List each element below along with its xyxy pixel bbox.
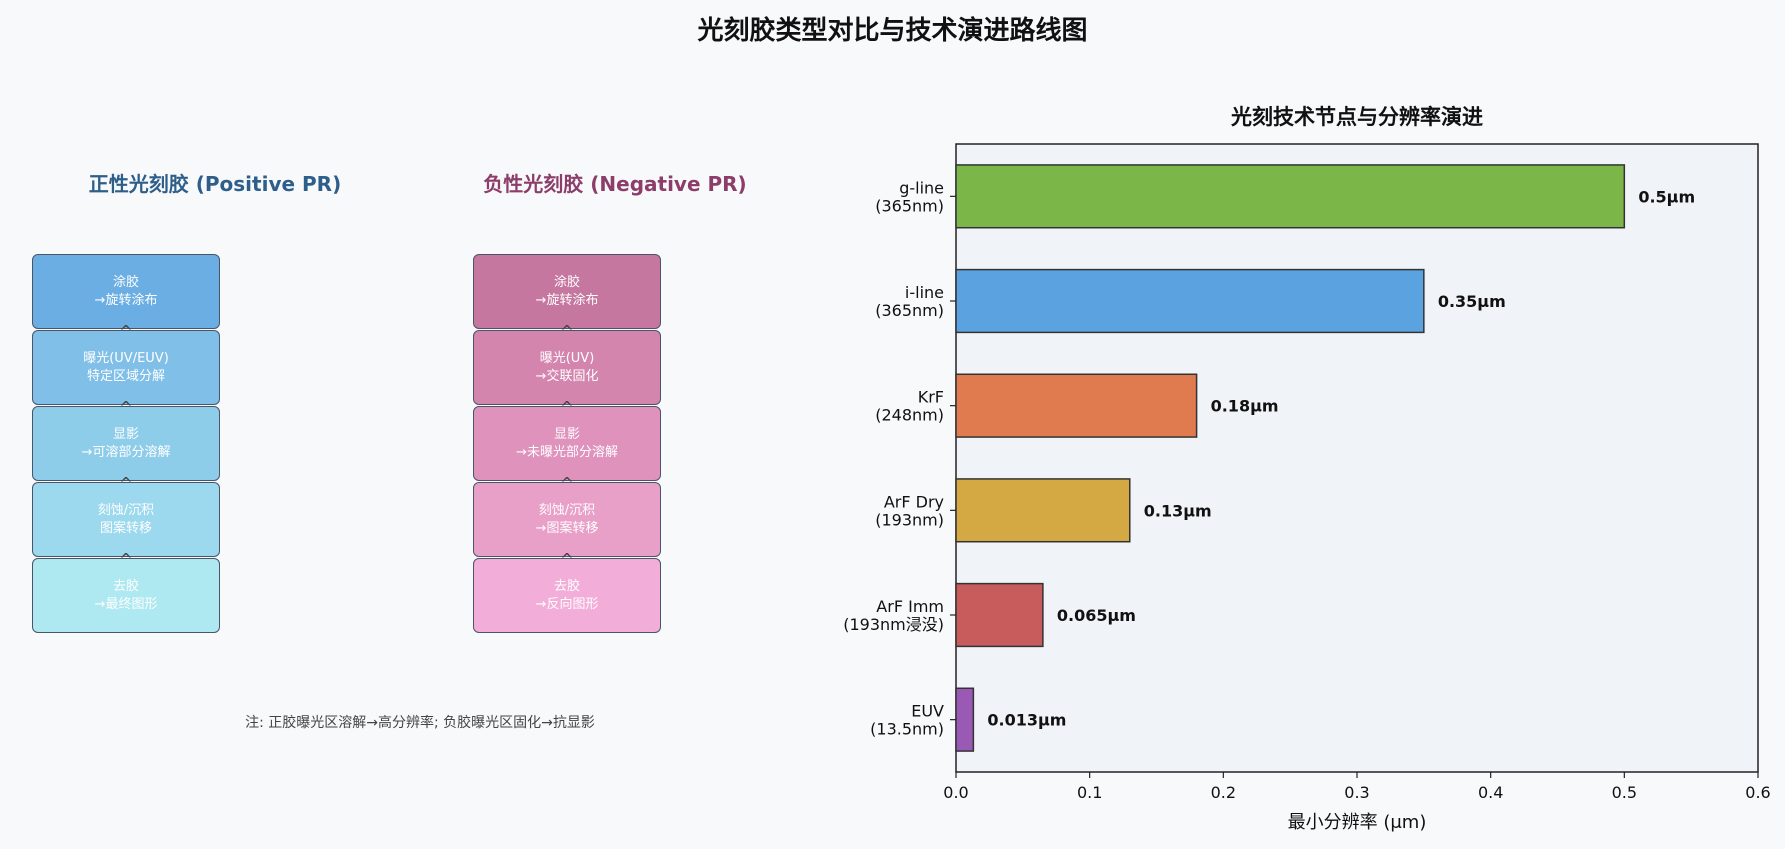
negative-flow-arrow-icon: ^ xyxy=(560,550,574,569)
negative-step-5: 去胶 →反向图形 xyxy=(473,558,661,633)
plot-area xyxy=(955,143,1759,773)
y-category-label-5: ArF Imm xyxy=(876,597,944,616)
positive-flow-arrow-icon: ^ xyxy=(119,550,133,569)
negative-step-2: 曝光(UV) →交联固化 xyxy=(473,330,661,405)
bar-3 xyxy=(955,373,1198,438)
x-tick-label-0: 0.0 xyxy=(943,783,968,802)
negative-step-2-desc: →交联固化 xyxy=(535,368,599,384)
y-category-label-4: ArF Dry xyxy=(884,492,944,511)
bar-5 xyxy=(955,582,1044,648)
positive-step-2-title: 曝光(UV/EUV) xyxy=(83,350,169,366)
negative-step-1-desc: →旋转涂布 xyxy=(535,292,599,308)
negative-pr-title: 负性光刻胶 (Negative PR) xyxy=(483,172,747,196)
y-category-label-3: KrF xyxy=(918,388,944,407)
negative-flow-arrow-icon: ^ xyxy=(560,474,574,493)
negative-step-5-desc: →反向图形 xyxy=(535,596,599,612)
positive-step-1: 涂胶 →旋转涂布 xyxy=(32,254,220,329)
positive-step-3-title: 显影 xyxy=(112,426,139,442)
x-tick-label-5: 0.5 xyxy=(1612,783,1637,802)
negative-step-1-title: 涂胶 xyxy=(553,274,580,290)
negative-step-4-title: 刻蚀/沉积 xyxy=(538,502,596,518)
bar-2 xyxy=(955,268,1425,334)
negative-step-4: 刻蚀/沉积 →图案转移 xyxy=(473,482,661,557)
negative-step-3-desc: →未曝光部分溶解 xyxy=(516,444,618,460)
positive-step-3: 显影 →可溶部分溶解 xyxy=(32,406,220,481)
x-tick-label-1: 0.1 xyxy=(1077,783,1102,802)
chart-title: 光刻技术节点与分辨率演进 xyxy=(1230,105,1483,129)
bar-1 xyxy=(955,164,1626,229)
positive-step-5: 去胶 →最终图形 xyxy=(32,558,220,633)
y-category-label-2: i-line xyxy=(905,283,944,302)
positive-step-5-desc: →最终图形 xyxy=(94,596,158,612)
negative-flow-arrow-icon: ^ xyxy=(560,322,574,341)
value-label-1: 0.5μm xyxy=(1638,187,1695,206)
resolution-bar-chart: 光刻技术节点与分辨率演进0.5μmg-line(365nm)0.35μmi-li… xyxy=(843,105,1770,833)
positive-step-5-title: 去胶 xyxy=(112,578,139,594)
y-category-sublabel-5: (193nm浸没) xyxy=(843,615,944,634)
value-label-4: 0.13μm xyxy=(1144,501,1212,520)
y-category-sublabel-4: (193nm) xyxy=(875,510,944,529)
negative-step-5-title: 去胶 xyxy=(553,578,580,594)
negative-step-2-title: 曝光(UV) xyxy=(539,350,595,366)
negative-step-4-desc: →图案转移 xyxy=(535,520,599,536)
positive-step-1-title: 涂胶 xyxy=(112,274,139,290)
y-category-sublabel-6: (13.5nm) xyxy=(870,720,944,739)
positive-step-2-desc: 特定区域分解 xyxy=(86,368,165,384)
y-category-sublabel-2: (365nm) xyxy=(875,301,944,320)
negative-step-3-title: 显影 xyxy=(553,426,580,442)
positive-flow-arrow-icon: ^ xyxy=(119,322,133,341)
positive-flow-arrow-icon: ^ xyxy=(119,474,133,493)
positive-step-4-desc: 图案转移 xyxy=(99,520,152,536)
y-category-label-1: g-line xyxy=(899,178,944,197)
positive-step-4: 刻蚀/沉积图案转移 xyxy=(32,482,220,557)
positive-step-3-desc: →可溶部分溶解 xyxy=(81,444,171,460)
x-tick-label-4: 0.4 xyxy=(1478,783,1503,802)
negative-step-1: 涂胶 →旋转涂布 xyxy=(473,254,661,329)
negative-flow-arrow-icon: ^ xyxy=(560,398,574,417)
positive-step-1-desc: →旋转涂布 xyxy=(94,292,158,308)
positive-step-4-title: 刻蚀/沉积 xyxy=(97,502,155,518)
negative-step-3: 显影 →未曝光部分溶解 xyxy=(473,406,661,481)
value-label-5: 0.065μm xyxy=(1057,606,1136,625)
x-tick-label-2: 0.2 xyxy=(1211,783,1236,802)
x-tick-label-3: 0.3 xyxy=(1344,783,1369,802)
x-tick-label-6: 0.6 xyxy=(1745,783,1770,802)
positive-flow-arrow-icon: ^ xyxy=(119,398,133,417)
footnote: 注: 正胶曝光区溶解→高分辨率; 负胶曝光区固化→抗显影 xyxy=(245,715,595,731)
bar-6 xyxy=(955,687,975,752)
y-category-sublabel-3: (248nm) xyxy=(875,406,944,425)
y-category-label-6: EUV xyxy=(911,702,944,721)
bar-4 xyxy=(955,478,1131,543)
value-label-2: 0.35μm xyxy=(1438,292,1506,311)
positive-pr-title: 正性光刻胶 (Positive PR) xyxy=(88,172,342,196)
positive-step-2: 曝光(UV/EUV) 特定区域分解 xyxy=(32,330,220,405)
y-category-sublabel-1: (365nm) xyxy=(875,196,944,215)
value-label-6: 0.013μm xyxy=(987,711,1066,730)
page-title: 光刻胶类型对比与技术演进路线图 xyxy=(697,16,1088,46)
x-axis-label: 最小分辨率 (μm) xyxy=(1288,812,1427,833)
value-label-3: 0.18μm xyxy=(1211,397,1279,416)
